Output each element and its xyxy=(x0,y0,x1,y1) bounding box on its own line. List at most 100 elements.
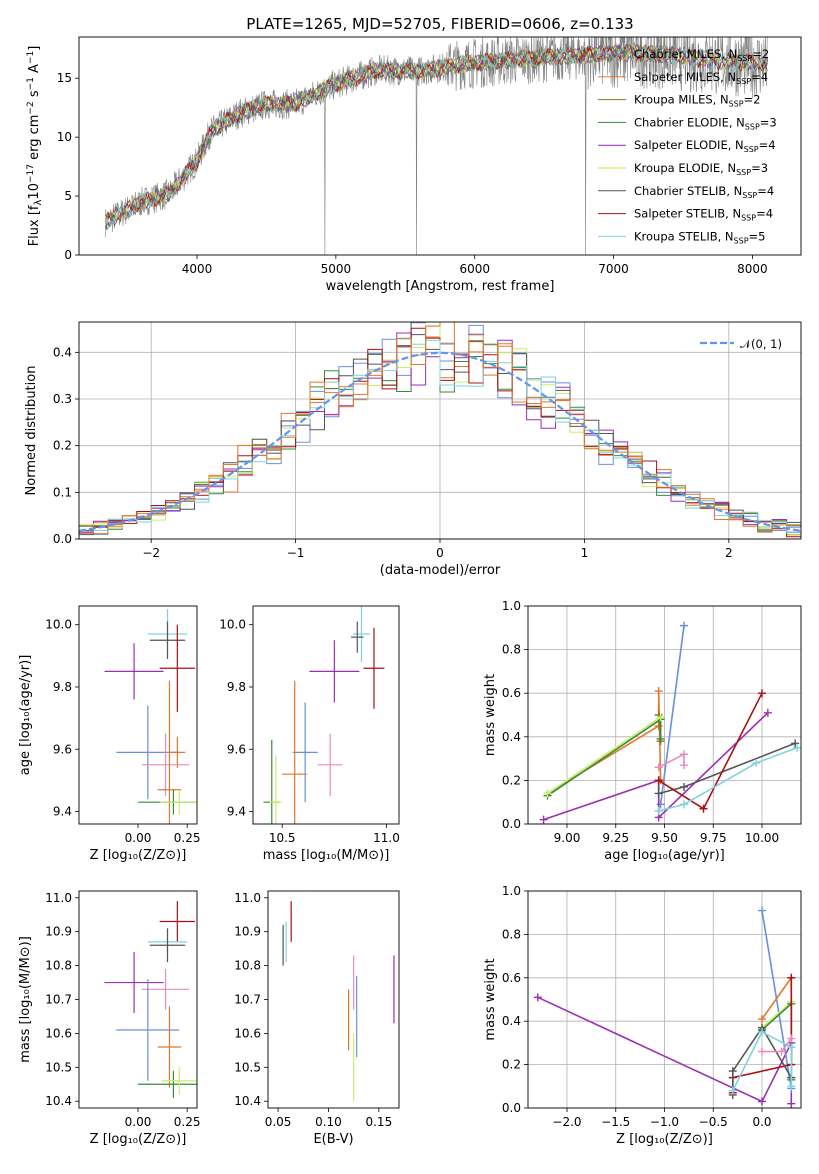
panel-weight_vs_Z: −2.0 −1.5 −1.0 −0.5 0.0 0.0 0.2 0.4 0.6 0.8 1.0 Z [… xyxy=(483,884,802,1147)
y-tick-label: 10.0 xyxy=(45,618,72,632)
weight-point-marker xyxy=(728,1067,737,1076)
x-tick-label: 8000 xyxy=(737,262,768,276)
y-tick-label: 10.8 xyxy=(234,959,261,973)
legend-entry: Chabrier STELIB, NSSP=4 xyxy=(634,184,774,200)
y-axis-label-part: λ xyxy=(33,199,44,205)
weight-series-line xyxy=(658,746,798,812)
legend-entry: Kroupa MILES, NSSP=2 xyxy=(634,93,760,109)
legend-label: Salpeter STELIB, N xyxy=(634,207,741,221)
y-axis-label: mass weight xyxy=(483,674,498,756)
weight-point-marker xyxy=(656,713,665,722)
x-tick-label: −1.0 xyxy=(650,1115,679,1129)
x-tick-label: 0.10 xyxy=(315,1115,342,1129)
y-axis-label-part: Flux [f xyxy=(27,205,42,246)
error-bar-point xyxy=(309,640,360,703)
y-axis-label-part: −1 xyxy=(26,51,36,64)
weight-point-marker xyxy=(752,758,761,767)
legend-label: Kroupa STELIB, N xyxy=(634,229,734,243)
x-tick-label: 6000 xyxy=(459,262,490,276)
error-bar-point xyxy=(104,952,164,1014)
legend-sub: SSP xyxy=(734,236,749,245)
legend-sub: SSP xyxy=(736,77,751,86)
x-tick-label: 0.15 xyxy=(365,1115,392,1129)
weight-point-marker xyxy=(787,1099,796,1108)
y-tick-label: 10.7 xyxy=(234,993,261,1007)
y-tick-label: 10.6 xyxy=(234,1026,261,1040)
weight-series-line xyxy=(731,1026,792,1095)
weight-point-marker xyxy=(543,789,552,798)
y-tick-label: 11.0 xyxy=(45,891,72,905)
weight-point-marker xyxy=(539,815,548,824)
legend-eq: =2 xyxy=(752,47,769,61)
error-bar-point xyxy=(282,680,308,824)
weight-point-marker xyxy=(680,750,688,759)
plot-area xyxy=(533,906,796,1108)
error-bar-point xyxy=(104,643,164,700)
y-tick-label: 10.4 xyxy=(234,1094,261,1108)
figure-title: PLATE=1265, MJD=52705, FIBERID=0606, z=0… xyxy=(246,15,633,33)
legend-label: Kroupa ELODIE, N xyxy=(634,161,736,175)
y-tick-label: 10.9 xyxy=(45,925,72,939)
x-axis-label: (data-model)/error xyxy=(380,563,501,578)
plot-area xyxy=(79,322,801,539)
weight-point-marker xyxy=(787,973,796,982)
weight-point-marker xyxy=(680,782,688,791)
y-tick-label: 10.0 xyxy=(219,618,246,632)
error-bar-point xyxy=(157,680,182,824)
weight-point-marker xyxy=(654,687,663,696)
panel-age_vs_mass: 10.5 11.0 9.4 9.6 9.8 10.0 mass [log₁₀(M/M⊙)] xyxy=(219,605,400,863)
axes-frame xyxy=(252,605,400,825)
panel-age_vs_Z: 0.00 0.25 9.4 9.6 9.8 10.0 Z [log₁₀(Z/Z⊙)] age … xyxy=(18,605,201,863)
weight-series-line xyxy=(659,625,685,805)
y-axis-label-part: ] xyxy=(27,46,42,51)
y-tick-label: 10.6 xyxy=(45,1026,72,1040)
x-tick-label: 9.00 xyxy=(554,831,581,845)
weight-point-marker xyxy=(680,761,688,770)
plot-area xyxy=(263,606,385,824)
legend-eq: =3 xyxy=(751,161,768,175)
y-axis-label: mass [log₁₀(M/M⊙)] xyxy=(18,936,33,1063)
y-axis-label-part: −2 xyxy=(26,101,36,114)
y-tick-label: 0.8 xyxy=(502,643,521,657)
error-bar-point xyxy=(116,979,180,1081)
x-tick-label: 0 xyxy=(436,546,444,560)
model-spectrum-kroupa_stelib xyxy=(105,43,768,226)
legend-eq: =4 xyxy=(759,138,776,152)
weight-point-marker xyxy=(728,1086,737,1095)
y-tick-label: 9.8 xyxy=(227,680,246,694)
error-bar-point xyxy=(149,621,186,659)
plot-area xyxy=(104,609,197,824)
error-bar-point xyxy=(161,1067,197,1095)
y-tick-label: 0.2 xyxy=(502,1058,521,1072)
y-tick-label: 0.4 xyxy=(53,345,72,359)
weight-point-marker xyxy=(787,1082,796,1091)
y-axis-label: mass weight xyxy=(483,958,498,1040)
legend-label: Chabrier ELODIE, N xyxy=(634,115,745,129)
legend-eq: =4 xyxy=(751,70,768,84)
error-bar-point xyxy=(363,627,385,709)
y-tick-label: 9.6 xyxy=(227,742,246,756)
x-tick-label: 5000 xyxy=(321,262,352,276)
x-tick-label: 9.25 xyxy=(602,831,629,845)
weight-point-marker xyxy=(758,689,766,698)
weight-series-line xyxy=(547,716,662,795)
error-bar-point xyxy=(157,1006,182,1088)
y-tick-label: 9.4 xyxy=(53,805,72,819)
weight-point-marker xyxy=(533,993,542,1002)
weight-series-line xyxy=(547,717,662,797)
y-tick-label: 0.1 xyxy=(53,485,72,499)
weight-point-marker xyxy=(758,1015,766,1024)
weight-series-line xyxy=(547,690,662,795)
legend-sub: SSP xyxy=(742,191,757,200)
y-tick-label: 0.2 xyxy=(502,773,521,787)
x-tick-label: 10.00 xyxy=(745,831,779,845)
panel-mass_vs_Z: 0.00 0.25 10.4 10.5 10.6 10.7 10.8 10.9 11.0 Z [l… xyxy=(18,890,201,1147)
weight-point-marker xyxy=(654,763,663,772)
legend-sub: SSP xyxy=(736,168,751,177)
legend-eq: =2 xyxy=(744,93,761,107)
error-bar-point xyxy=(141,733,190,796)
legend-entry: Salpeter MILES, NSSP=4 xyxy=(634,70,768,86)
y-axis-label-part: −1 xyxy=(26,77,36,90)
y-tick-label: 15 xyxy=(57,71,72,85)
plot-area xyxy=(104,901,197,1098)
